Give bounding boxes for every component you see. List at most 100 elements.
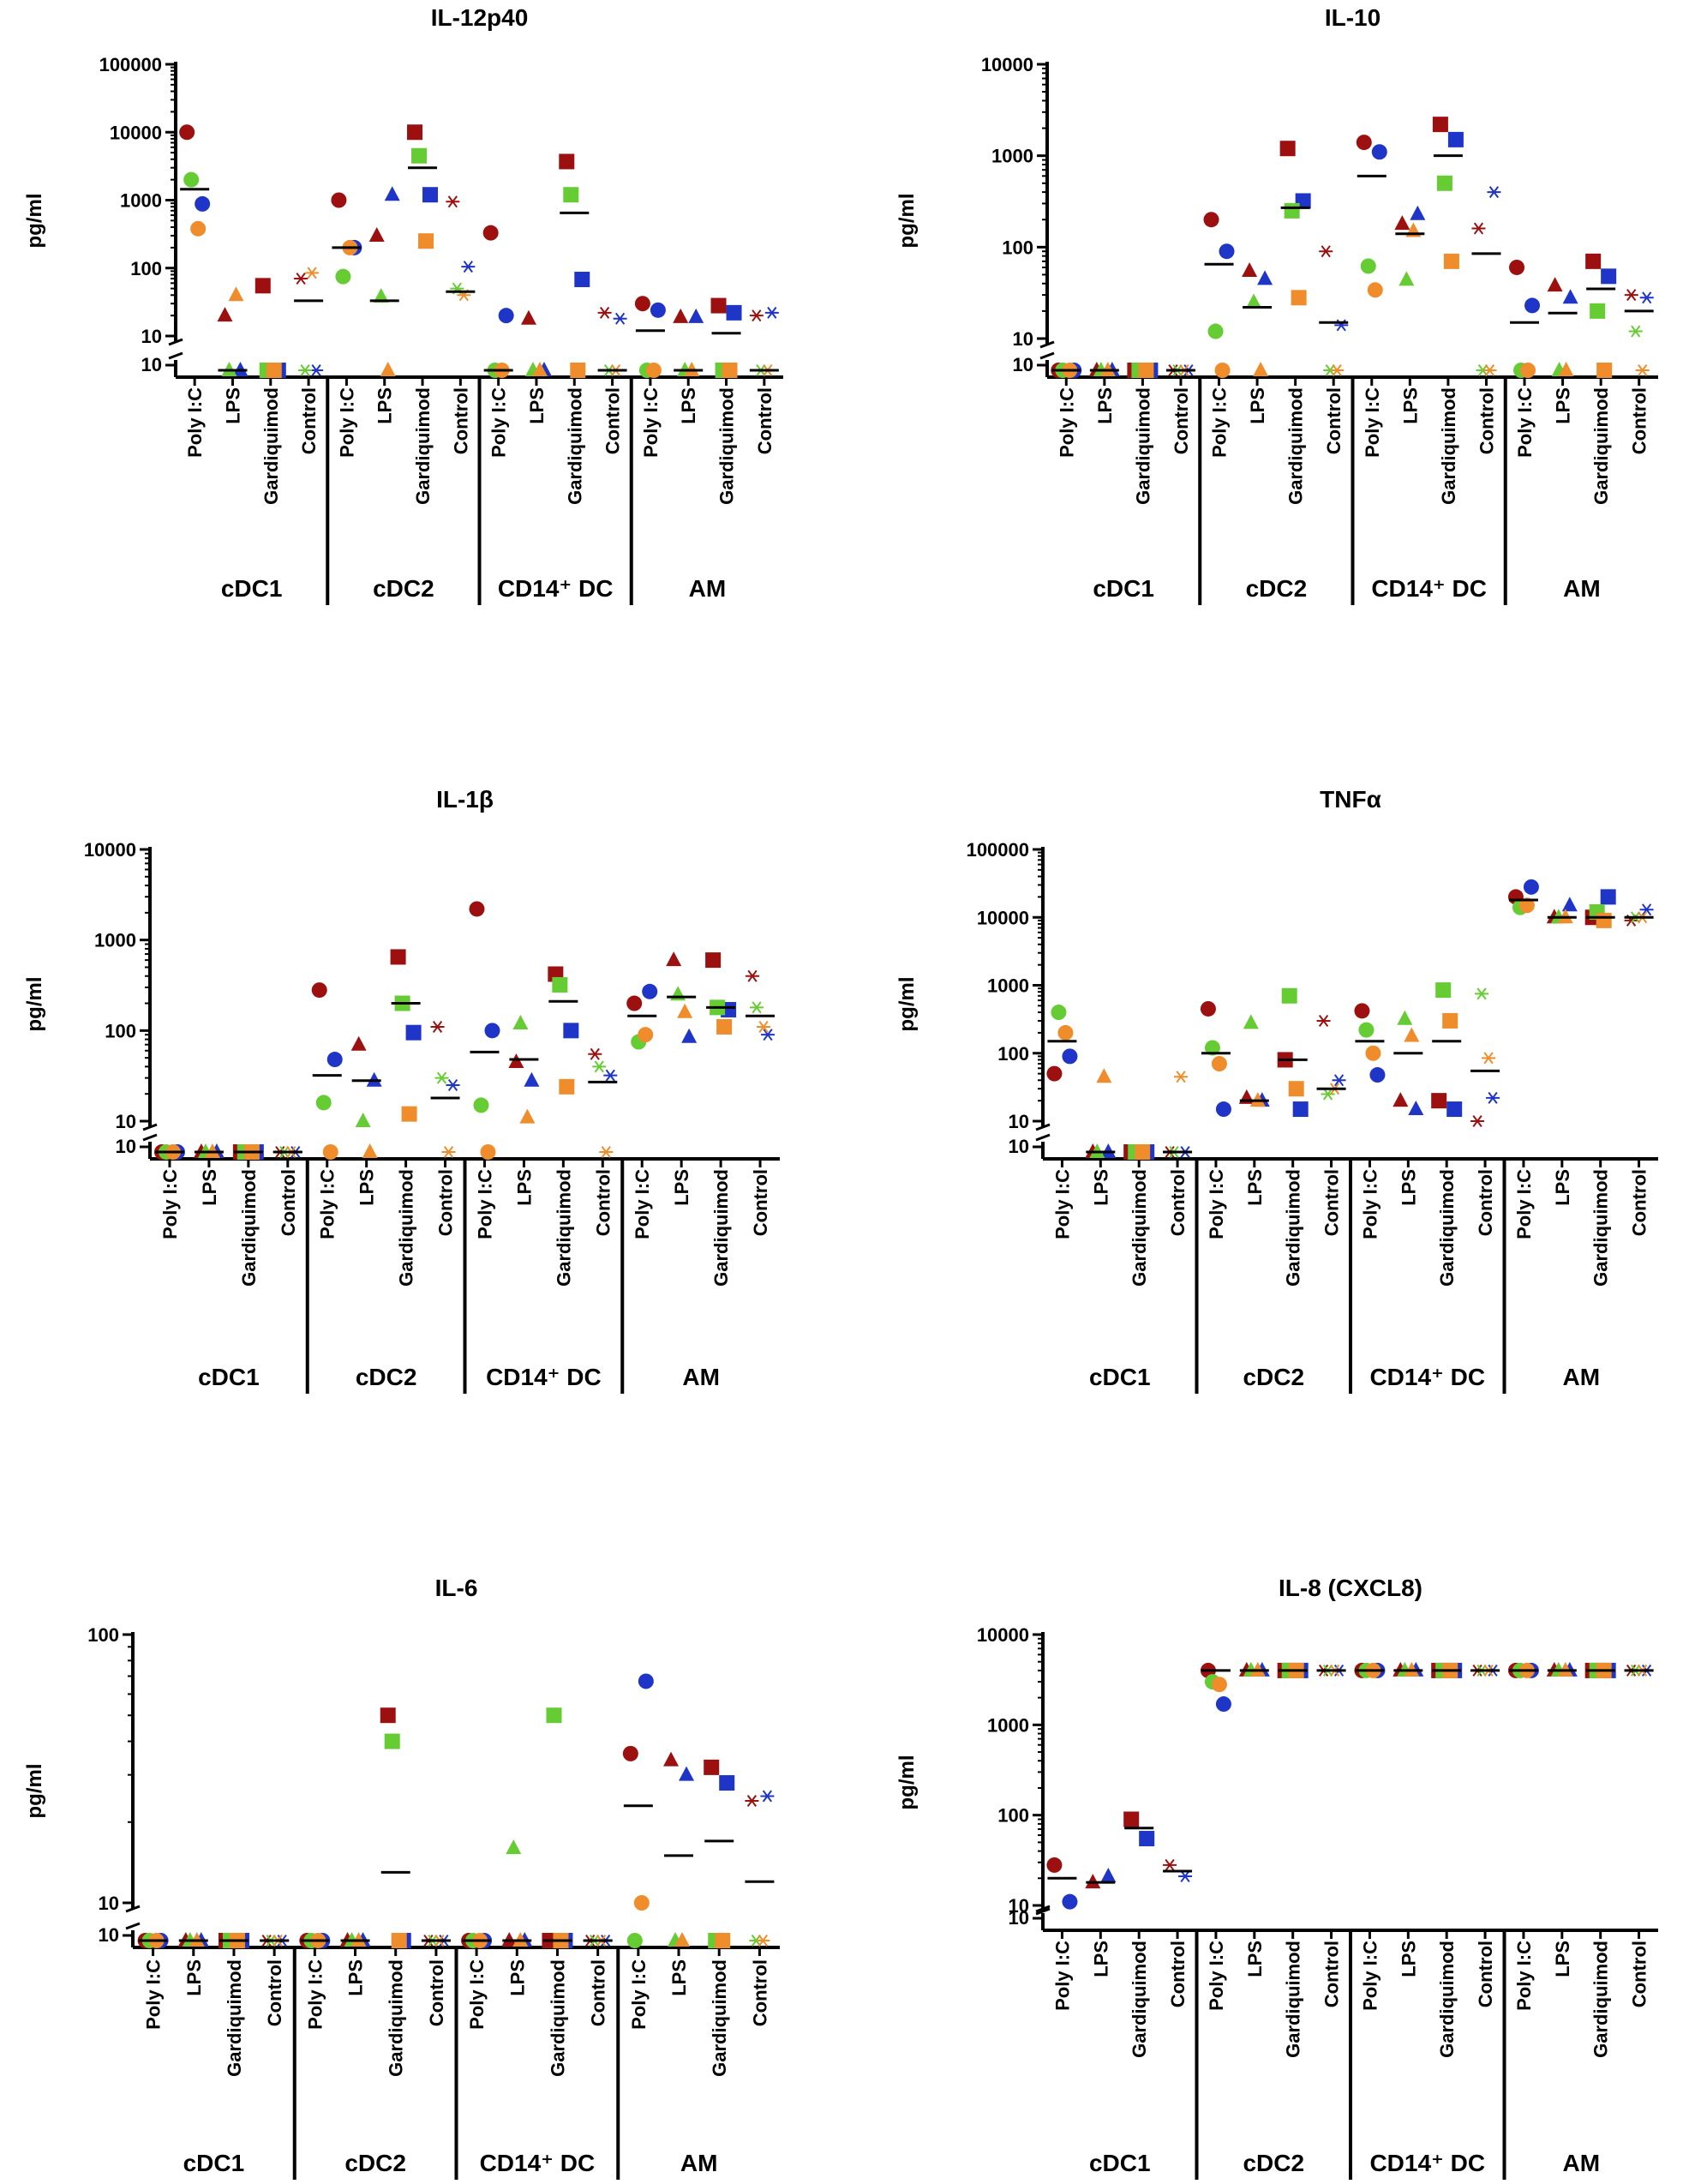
x-tick-label-gardiquimod: Gardiquimod xyxy=(1129,1169,1150,1287)
data-point-asterisk xyxy=(1319,245,1333,258)
data-point-asterisk xyxy=(1330,364,1345,376)
data-point-triangle xyxy=(1558,362,1574,376)
data-point-square xyxy=(715,1933,731,1948)
x-tick-label-lps: LPS xyxy=(1398,1941,1419,1977)
x-tick-label-lps: LPS xyxy=(678,387,699,424)
data-point-triangle xyxy=(1408,1101,1424,1116)
data-point-circle xyxy=(1214,363,1231,378)
data-point-triangle xyxy=(228,286,244,302)
data-point-asterisk xyxy=(749,309,764,322)
group-label-cd14-dc: CD14⁺ DC xyxy=(480,2150,596,2176)
x-tick-label-poly-i-c: Poly I:C xyxy=(1359,1169,1381,1239)
data-point-asterisk xyxy=(603,1069,618,1082)
group-label-am: AM xyxy=(689,575,727,602)
data-point-circle xyxy=(633,1895,650,1911)
data-point-triangle xyxy=(1100,1868,1117,1883)
x-tick-label-lps: LPS xyxy=(1244,1941,1266,1977)
data-point-triangle xyxy=(217,307,233,322)
x-tick-label-lps: LPS xyxy=(1090,1941,1111,1977)
data-point-circle xyxy=(642,983,658,999)
data-point-square xyxy=(401,1106,417,1122)
chart-title: IL-6 xyxy=(435,1575,478,1601)
data-point-circle xyxy=(1524,297,1541,314)
data-point-square xyxy=(1435,982,1452,999)
x-tick-label-gardiquimod: Gardiquimod xyxy=(1590,1169,1612,1287)
data-point-circle xyxy=(1051,1005,1067,1021)
data-point-square xyxy=(1431,1093,1447,1109)
x-tick-label-poly-i-c: Poly I:C xyxy=(632,1169,653,1239)
x-tick-label-poly-i-c: Poly I:C xyxy=(304,1959,326,2030)
data-point-triangle xyxy=(1242,262,1258,278)
data-point-asterisk xyxy=(430,1020,445,1033)
data-point-square xyxy=(1138,363,1154,378)
data-point-asterisk xyxy=(1471,222,1486,235)
data-point-square xyxy=(574,272,590,288)
group-label-cdc1: cDC1 xyxy=(1089,2150,1151,2176)
y-floor-tick-label: 10 xyxy=(116,1136,136,1157)
y-axis-label: pg/ml xyxy=(23,1764,46,1819)
data-point-asterisk xyxy=(1316,1014,1331,1027)
data-point-asterisk xyxy=(1635,364,1650,376)
data-point-circle xyxy=(498,308,514,324)
data-point-triangle xyxy=(1246,293,1262,309)
data-point-asterisk xyxy=(446,1078,460,1091)
data-point-triangle xyxy=(670,986,686,1001)
x-tick-label-control: Control xyxy=(749,1959,770,2026)
data-point-circle xyxy=(1354,1003,1370,1019)
x-tick-label-control: Control xyxy=(588,1959,609,2026)
data-point-asterisk xyxy=(764,306,779,319)
data-point-triangle xyxy=(1397,1010,1413,1025)
data-point-circle xyxy=(645,363,662,378)
panel-il-8-cxcl8: IL-8 (CXCL8) pg/ml 10 100 1000 10000 10 Poly I:… xyxy=(895,1575,1658,2180)
axis-break-mark xyxy=(1035,1133,1051,1142)
data-point-asterisk xyxy=(1628,325,1643,338)
data-point-asterisk xyxy=(1639,903,1654,916)
data-point-square xyxy=(1590,303,1606,319)
axis-break-mark xyxy=(1039,340,1055,349)
x-tick-label-control: Control xyxy=(750,1169,771,1236)
x-tick-label-gardiquimod: Gardiquimod xyxy=(261,387,282,505)
axis-break-mark xyxy=(1039,351,1055,360)
data-point-square xyxy=(1600,889,1616,905)
x-tick-label-poly-i-c: Poly I:C xyxy=(474,1169,495,1239)
data-point-triangle xyxy=(380,362,396,376)
x-tick-label-poly-i-c: Poly I:C xyxy=(466,1959,488,2030)
data-point-square xyxy=(559,1078,575,1095)
data-point-asterisk xyxy=(1475,987,1489,1000)
y-tick-label: 1000 xyxy=(94,930,136,951)
data-point-triangle xyxy=(663,1751,680,1767)
data-point-square xyxy=(405,1024,422,1041)
data-point-asterisk xyxy=(1482,364,1497,376)
x-tick-label-lps: LPS xyxy=(345,1959,367,1996)
x-tick-label-control: Control xyxy=(450,387,471,454)
data-point-circle xyxy=(190,220,207,237)
y-axis-label: pg/ml xyxy=(23,977,46,1032)
data-point-asterisk xyxy=(294,273,308,285)
x-tick-label-poly-i-c: Poly I:C xyxy=(1209,387,1231,458)
data-point-triangle xyxy=(1399,271,1415,286)
data-point-triangle xyxy=(1404,1027,1420,1042)
data-point-square xyxy=(1292,1101,1309,1118)
y-tick-label: 100 xyxy=(87,1624,119,1646)
x-tick-label-control: Control xyxy=(1629,1941,1650,2007)
axis-break-mark xyxy=(168,351,183,360)
data-point-asterisk xyxy=(298,364,313,376)
y-tick-label: 10 xyxy=(1013,328,1033,350)
data-point-square xyxy=(422,187,439,203)
x-tick-label-poly-i-c: Poly I:C xyxy=(1513,1941,1535,2011)
x-tick-label-control: Control xyxy=(1476,387,1497,454)
y-tick-label: 100000 xyxy=(99,54,162,75)
data-point-triangle xyxy=(519,1108,536,1124)
x-tick-label-control: Control xyxy=(1167,1169,1189,1236)
data-point-square xyxy=(563,187,579,203)
x-tick-label-lps: LPS xyxy=(1552,1941,1573,1977)
x-tick-label-gardiquimod: Gardiquimod xyxy=(386,1959,407,2077)
axis-break-mark xyxy=(125,1922,141,1930)
x-tick-label-gardiquimod: Gardiquimod xyxy=(564,387,585,505)
data-point-circle xyxy=(1367,282,1383,298)
y-axis-label: pg/ml xyxy=(895,194,919,249)
data-point-circle xyxy=(1207,323,1224,339)
data-point-circle xyxy=(311,982,327,999)
data-point-square xyxy=(1139,1831,1155,1847)
data-point-asterisk xyxy=(1174,1071,1189,1083)
